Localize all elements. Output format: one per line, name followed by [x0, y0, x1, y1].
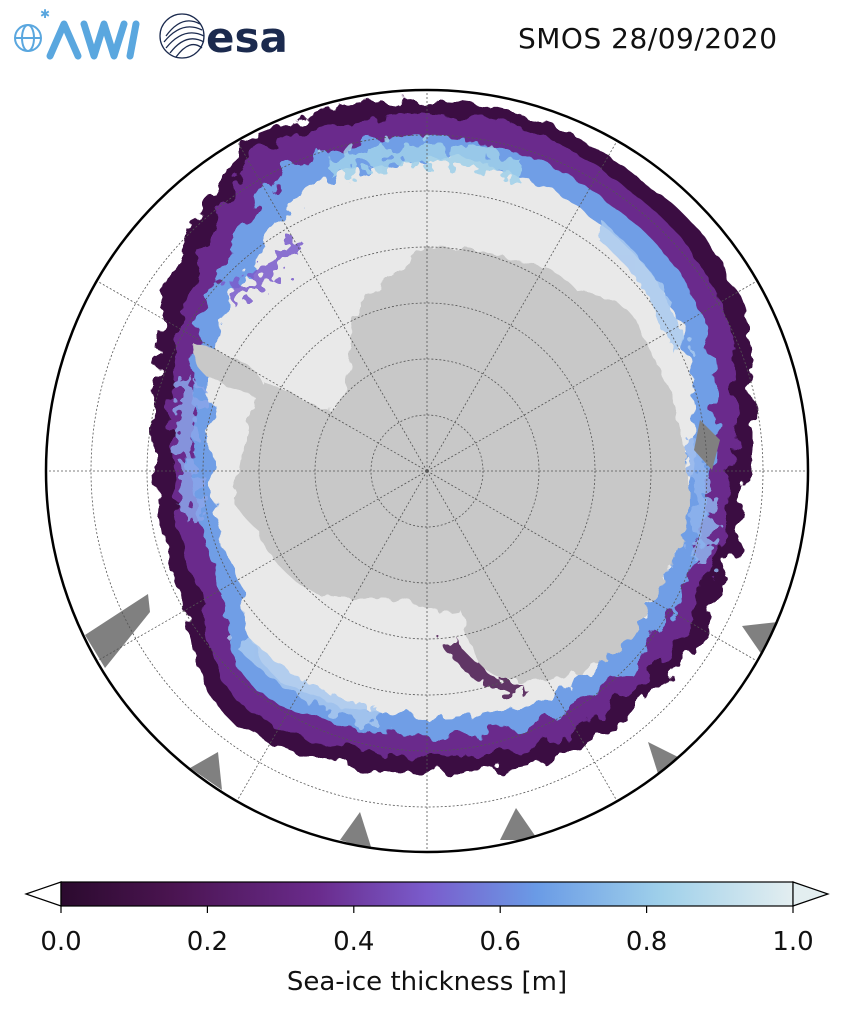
colorbar-tick-label: 0.0	[40, 927, 81, 957]
graticule	[46, 90, 808, 852]
missing-data	[85, 594, 778, 850]
colorbar-extend-max	[792, 881, 830, 907]
ice-shelf-gap	[694, 420, 720, 470]
colorbar-ticks: 0.0 0.2 0.4 0.6 0.8 1.0	[40, 906, 814, 957]
map-title: SMOS 28/09/2020	[518, 22, 778, 55]
colorbar-tick-label: 1.0	[772, 927, 813, 957]
esa-logo: esa	[159, 13, 288, 62]
map-boundary	[44, 88, 810, 854]
polar-map	[44, 88, 810, 854]
ice-texture	[177, 146, 714, 728]
colorbar-gradient	[60, 881, 794, 907]
antarctica-land	[190, 247, 690, 683]
colorbar-tick-label: 0.8	[626, 927, 667, 957]
colorbar-label: Sea-ice thickness [m]	[287, 967, 567, 997]
colorbar-tick-label: 0.6	[480, 927, 521, 957]
colorbar-tick-label: 0.2	[187, 927, 228, 957]
colorbar-extend-min	[24, 881, 62, 907]
colorbar: 0.0 0.2 0.4 0.6 0.8 1.0 Sea-ice thickness [m]	[24, 881, 830, 997]
colorbar-tick-label: 0.4	[333, 927, 374, 957]
awi-logo: ✱	[14, 7, 140, 60]
svg-text:✱: ✱	[40, 7, 50, 21]
svg-text:esa: esa	[206, 13, 288, 62]
